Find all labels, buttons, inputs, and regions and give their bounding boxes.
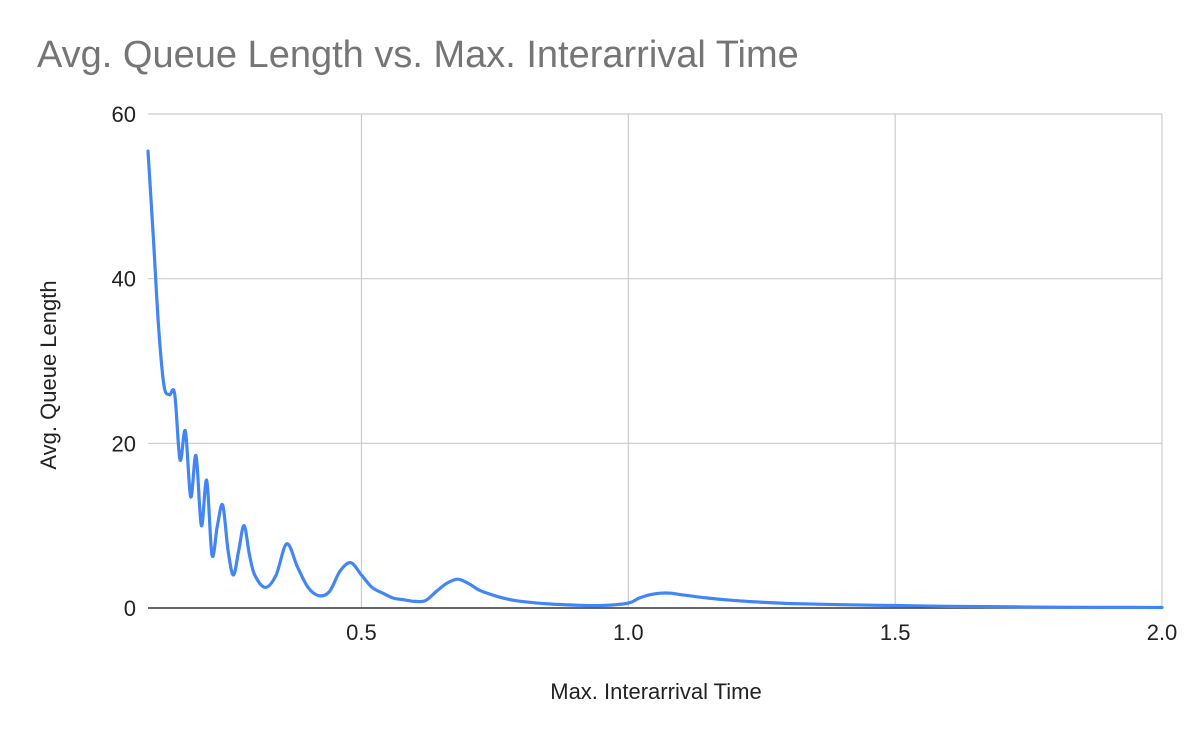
y-tick-label-2: 40 [112, 267, 136, 292]
x-tick-label-3: 2.0 [1147, 620, 1178, 645]
x-tick-labels: 0.5 1.0 1.5 2.0 [346, 620, 1177, 645]
x-tick-label-2: 1.5 [880, 620, 911, 645]
y-tick-label-1: 20 [112, 431, 136, 456]
grid-lines [148, 113, 1163, 608]
y-tick-labels: 0 20 40 60 [112, 102, 136, 621]
x-axis-title: Max. Interarrival Time [550, 679, 762, 704]
chart-title: Avg. Queue Length vs. Max. Interarrival … [37, 34, 799, 76]
x-tick-label-1: 1.0 [613, 620, 644, 645]
series-layer [146, 149, 1164, 610]
y-axis-title: Avg. Queue Length [36, 280, 61, 469]
series-line-0 [146, 149, 1164, 610]
x-tick-label-0: 0.5 [346, 620, 377, 645]
y-tick-label-3: 60 [112, 102, 136, 127]
y-tick-label-0: 0 [124, 596, 136, 621]
